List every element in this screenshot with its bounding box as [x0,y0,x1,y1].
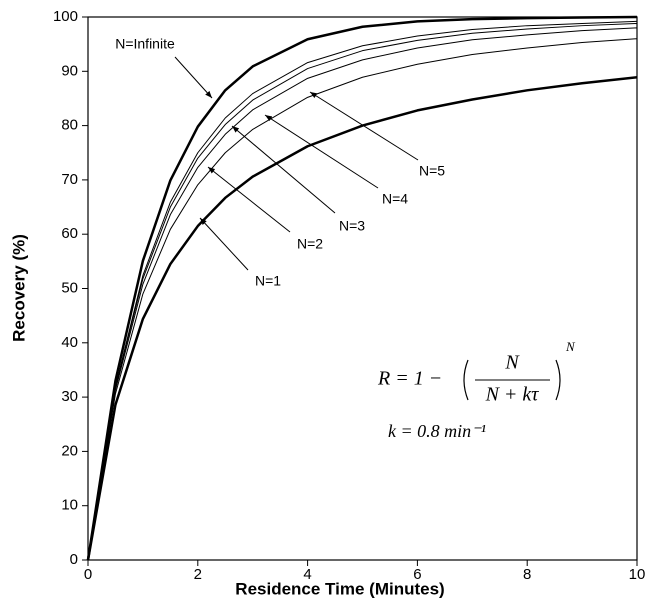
y-tick-label: 60 [61,225,78,242]
series-annotation: N=1 [255,273,281,289]
annotation-arrow [264,114,379,189]
series-line [86,15,638,561]
series-annotation: N=5 [419,163,445,179]
series-annotation: N=Infinite [115,36,175,52]
equation-exponent: N [565,339,576,354]
series-annotation: N=4 [382,191,408,207]
equation-denominator: N + kτ [485,384,540,406]
y-tick-label: 10 [61,497,78,514]
y-tick-label: 40 [61,334,78,351]
x-tick-label: 10 [629,566,646,583]
x-tick-label: 6 [413,566,421,583]
x-tick-label: 0 [84,566,92,583]
annotation-arrow [207,166,291,233]
series-line [87,20,638,561]
annotation-arrow [309,91,419,161]
y-tick-label: 0 [70,551,78,568]
series-line [87,23,638,561]
series-annotation: N=3 [339,218,365,234]
y-tick-label: 80 [61,117,78,134]
series-line [87,27,638,561]
y-axis-title: Recovery (%) [9,234,28,342]
x-tick-label: 8 [523,566,531,583]
y-tick-label: 30 [61,388,78,405]
paren [555,359,561,401]
y-tick-label: 20 [61,442,78,459]
series-line [86,76,638,561]
annotation-arrow [199,217,249,271]
equation-numerator: N [504,352,520,374]
x-tick-label: 2 [194,566,202,583]
equation-constant: k = 0.8 min⁻¹ [388,421,486,441]
annotation-arrow [174,56,213,99]
y-tick-label: 90 [61,62,78,79]
plot-frame [87,16,638,561]
y-tick-label: 100 [53,8,78,25]
series-line [87,38,638,561]
annotation-arrow [231,125,336,214]
paren [463,359,469,401]
equation-lhs: R = 1 − [377,368,442,390]
y-tick-label: 50 [61,279,78,296]
x-tick-label: 4 [303,566,311,583]
y-tick-label: 70 [61,171,78,188]
series-annotation: N=2 [297,236,323,252]
x-axis-title: Residence Time (Minutes) [235,579,444,598]
